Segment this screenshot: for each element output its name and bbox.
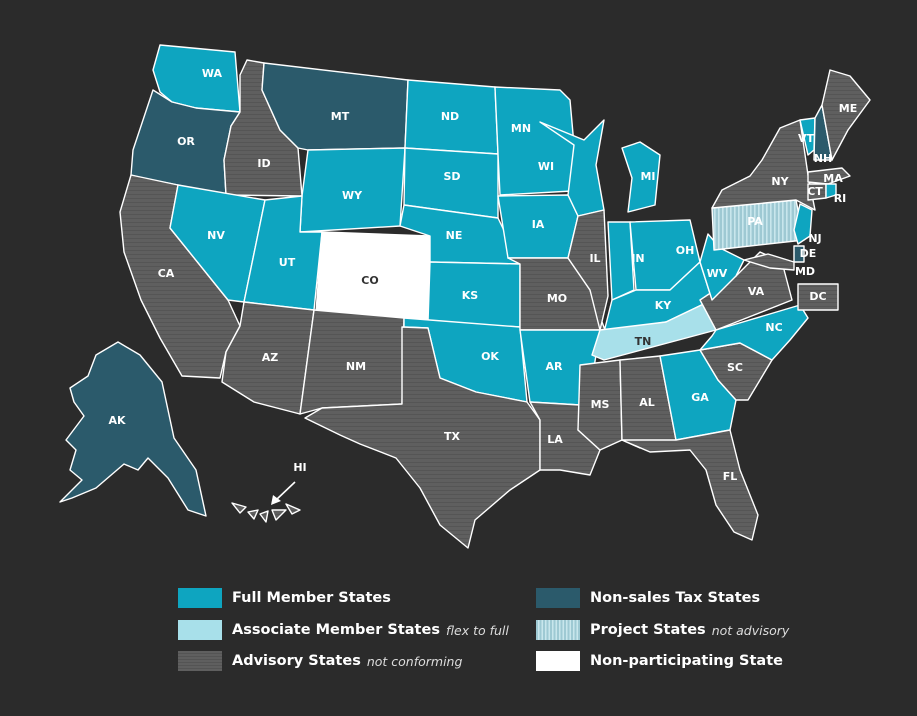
state-label-ky: KY	[655, 299, 673, 312]
state-md[interactable]	[743, 253, 795, 271]
state-dc[interactable]	[797, 283, 839, 311]
state-label-mt: MT	[331, 110, 350, 123]
state-label-va: VA	[748, 285, 765, 298]
state-label-wi: WI	[538, 160, 554, 173]
state-label-pa: PA	[747, 215, 763, 228]
state-label-ca: CA	[158, 267, 175, 280]
state-label-fl: FL	[723, 470, 738, 483]
state-label-de: DE	[800, 247, 817, 260]
state-label-ne: NE	[446, 229, 463, 242]
state-in[interactable]	[607, 221, 635, 301]
legend-swatch-full-member	[178, 588, 222, 608]
state-label-nj: NJ	[808, 232, 821, 245]
state-nv[interactable]	[169, 184, 266, 303]
state-fl[interactable]	[621, 429, 759, 541]
state-label-sc: SC	[727, 361, 743, 374]
legend-note-advisory: not conforming	[366, 653, 463, 669]
legend-item-full-member: Full Member States	[178, 588, 391, 608]
state-label-wy: WY	[342, 189, 363, 202]
state-label-oh: OH	[676, 244, 695, 257]
state-me[interactable]	[821, 69, 871, 161]
legend-label-non-sales-tax: Non-sales Tax States	[590, 590, 761, 606]
state-label-nv: NV	[207, 229, 225, 242]
state-label-nh: NH	[814, 152, 832, 165]
state-label-ks: KS	[462, 289, 479, 302]
state-label-me: ME	[839, 102, 857, 115]
state-label-id: ID	[257, 157, 270, 170]
state-ri[interactable]	[825, 183, 837, 199]
state-ma[interactable]	[807, 167, 851, 185]
state-tx[interactable]	[304, 326, 541, 549]
legend-note-project: not advisory	[711, 622, 790, 638]
state-label-nm: NM	[346, 360, 366, 373]
state-label-wv: WV	[707, 267, 728, 280]
state-label-sd: SD	[443, 170, 460, 183]
state-label-wa: WA	[202, 67, 223, 80]
state-de[interactable]	[793, 245, 805, 263]
state-label-ct: CT	[807, 185, 823, 198]
state-label-ms: MS	[591, 398, 610, 411]
legend-label-full-member: Full Member States	[232, 590, 391, 606]
legend-label-associate-member: Associate Member States	[232, 622, 440, 638]
state-label-ia: IA	[532, 218, 545, 231]
state-label-dc: DC	[809, 290, 826, 303]
legend-swatch-non-sales-tax	[536, 588, 580, 608]
legend-note-associate-member: flex to full	[445, 622, 509, 638]
legend-swatch-associate-member	[178, 620, 222, 640]
state-label-il: IL	[589, 252, 600, 265]
state-label-ar: AR	[546, 360, 564, 373]
legend-item-project: Project States not advisory	[536, 620, 789, 640]
state-ms[interactable]	[577, 359, 623, 451]
state-label-or: OR	[177, 135, 195, 148]
hawaii-pointer-arrow	[271, 481, 296, 505]
state-label-nc: NC	[765, 321, 782, 334]
state-wy[interactable]	[299, 147, 406, 233]
legend-item-advisory: Advisory States not conforming	[178, 651, 462, 671]
state-nj[interactable]	[793, 203, 813, 245]
state-label-mi: MI	[640, 170, 655, 183]
legend-label-non-participating: Non-participating State	[590, 653, 783, 669]
state-label-md: MD	[795, 265, 815, 278]
labels-layer: WA OR CA ID NV MT WY UT CO AZ NM ND SD NE KS OK TX MN IA MO…	[108, 67, 857, 483]
state-label-ma: MA	[823, 172, 843, 185]
state-label-co: CO	[361, 274, 378, 287]
legend-item-non-participating: Non-participating State	[536, 651, 783, 671]
state-label-ri: RI	[834, 192, 847, 205]
state-label-nd: ND	[441, 110, 459, 123]
state-ak[interactable]	[59, 341, 207, 517]
legend-item-associate-member: Associate Member States flex to full	[178, 620, 509, 640]
state-label-la: LA	[547, 433, 563, 446]
state-label-tn: TN	[635, 335, 652, 348]
state-label-mo: MO	[547, 292, 567, 305]
legend-swatch-advisory	[178, 651, 222, 671]
state-label-az: AZ	[262, 351, 279, 364]
state-label-ut: UT	[279, 256, 296, 269]
legend-label-project: Project States	[590, 622, 706, 638]
state-label-in: IN	[631, 252, 644, 265]
state-hi[interactable]	[231, 502, 301, 523]
state-mi[interactable]	[621, 141, 661, 213]
state-label-hi: HI	[293, 461, 306, 474]
state-label-ok: OK	[481, 350, 499, 363]
state-label-ny: NY	[771, 175, 789, 188]
state-ny[interactable]	[711, 119, 816, 211]
state-label-ak: AK	[108, 414, 126, 427]
state-label-vt: VT	[798, 132, 815, 145]
state-label-al: AL	[639, 396, 655, 409]
state-label-ga: GA	[691, 391, 709, 404]
state-label-mn: MN	[511, 122, 531, 135]
legend-swatch-project	[536, 620, 580, 640]
legend-swatch-non-participating	[536, 651, 580, 671]
states-layer	[59, 44, 871, 549]
state-label-tx: TX	[444, 430, 461, 443]
legend-item-non-sales-tax: Non-sales Tax States	[536, 588, 760, 608]
legend: Full Member States Associate Member Stat…	[178, 588, 789, 678]
legend-label-advisory: Advisory States	[232, 653, 361, 669]
